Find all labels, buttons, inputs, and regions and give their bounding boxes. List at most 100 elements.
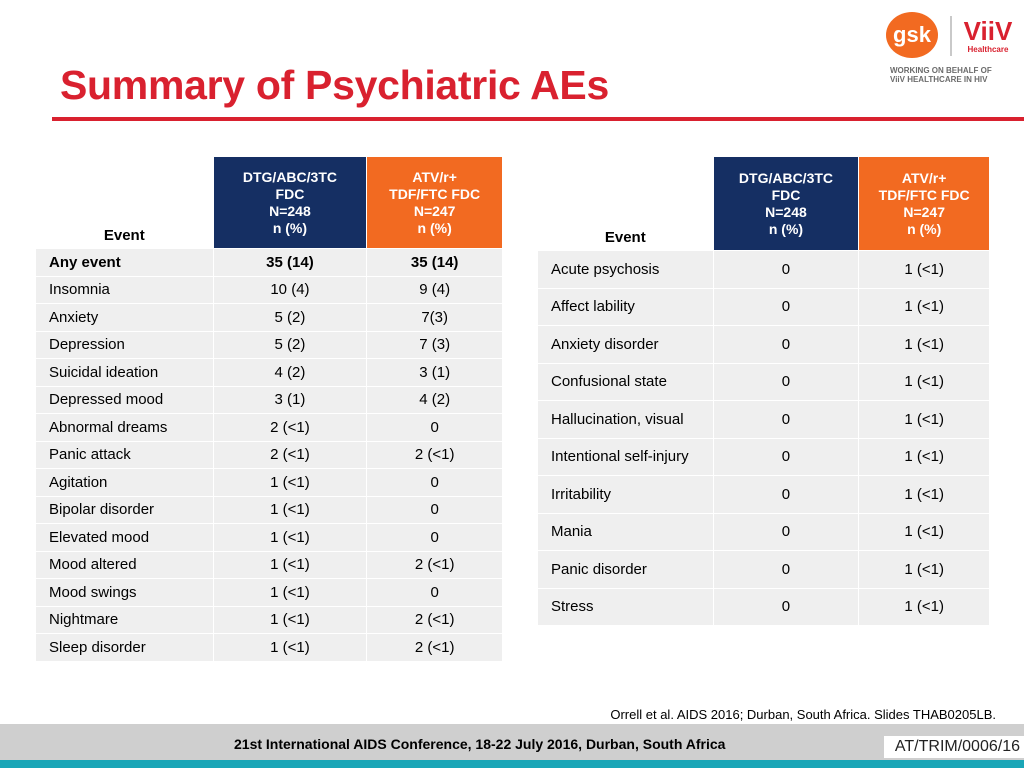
dtg-value-cell: 1 (<1) — [212, 523, 368, 552]
atv-value-cell: 1 (<1) — [858, 550, 990, 589]
atv-value-cell: 1 (<1) — [858, 400, 990, 439]
logo-note: WORKING ON BEHALF OF ViiV HEALTHCARE IN … — [890, 66, 1020, 84]
dtg-value-cell: 1 (<1) — [212, 468, 368, 497]
dtg-value-cell: 0 — [712, 550, 860, 589]
event-cell: Depressed mood — [35, 385, 214, 414]
dtg-value-cell: 2 (<1) — [212, 413, 368, 442]
atv-header-line: ATV/r+ — [412, 168, 457, 185]
atv-value-cell: 2 (<1) — [366, 633, 503, 662]
dtg-header-line: n (%) — [768, 220, 804, 237]
atv-header-line: ATV/r+ — [901, 169, 947, 186]
dtg-value-cell: 0 — [712, 587, 860, 626]
atv-header-line: TDF/FTC FDC — [878, 186, 970, 203]
citation: Orrell et al. AIDS 2016; Durban, South A… — [610, 707, 996, 722]
atv-column-header: ATV/r+ TDF/FTC FDC N=247 n (%) — [858, 156, 990, 251]
table-row: Anxiety disorder 0 1 (<1) — [537, 325, 990, 364]
event-cell: Intentional self-injury — [537, 437, 714, 476]
atv-value-cell: 35 (14) — [366, 248, 503, 277]
dtg-header-line: FDC — [771, 186, 801, 203]
table-row: Acute psychosis 0 1 (<1) — [537, 250, 990, 289]
atv-header-line: n (%) — [907, 220, 942, 237]
event-cell: Abnormal dreams — [35, 413, 214, 442]
event-cell: Bipolar disorder — [35, 495, 214, 524]
table-header-row: Event DTG/ABC/3TC FDC N=248 n (%) ATV/r+… — [35, 156, 503, 249]
table-row: Stress 0 1 (<1) — [537, 587, 990, 626]
table-row: Elevated mood 1 (<1) 0 — [35, 523, 503, 552]
table-row: Intentional self-injury 0 1 (<1) — [537, 437, 990, 476]
event-cell: Depression — [35, 330, 214, 359]
atv-value-cell: 1 (<1) — [858, 587, 990, 626]
dtg-value-cell: 0 — [712, 362, 860, 401]
table-row: Hallucination, visual 0 1 (<1) — [537, 400, 990, 439]
table-row: Sleep disorder 1 (<1) 2 (<1) — [35, 633, 503, 662]
table-row: Panic attack 2 (<1) 2 (<1) — [35, 440, 503, 469]
dtg-value-cell: 0 — [712, 250, 860, 289]
logo-note-line1: WORKING ON BEHALF OF — [890, 66, 992, 75]
atv-value-cell: 1 (<1) — [858, 475, 990, 514]
table-row: Affect lability 0 1 (<1) — [537, 287, 990, 326]
event-cell: Affect lability — [537, 287, 714, 326]
atv-value-cell: 0 — [366, 578, 503, 607]
dtg-value-cell: 1 (<1) — [212, 578, 368, 607]
event-cell: Mood altered — [35, 550, 214, 579]
event-cell: Anxiety — [35, 303, 214, 332]
logo-note-line2: ViiV HEALTHCARE IN HIV — [890, 75, 988, 84]
event-cell: Suicidal ideation — [35, 358, 214, 387]
table-row: Any event 35 (14) 35 (14) — [35, 248, 503, 277]
event-cell: Irritability — [537, 475, 714, 514]
atv-value-cell: 0 — [366, 495, 503, 524]
atv-value-cell: 2 (<1) — [366, 440, 503, 469]
table-row: Irritability 0 1 (<1) — [537, 475, 990, 514]
dtg-value-cell: 5 (2) — [212, 330, 368, 359]
atv-header-line: N=247 — [903, 203, 945, 220]
footer-accent-line — [0, 760, 1024, 768]
dtg-value-cell: 4 (2) — [212, 358, 368, 387]
slide-title: Summary of Psychiatric AEs — [60, 62, 609, 108]
table-row: Mood altered 1 (<1) 2 (<1) — [35, 550, 503, 579]
atv-value-cell: 1 (<1) — [858, 437, 990, 476]
event-cell: Mood swings — [35, 578, 214, 607]
atv-value-cell: 0 — [366, 523, 503, 552]
atv-value-cell: 9 (4) — [366, 275, 503, 304]
table-row: Anxiety 5 (2) 7(3) — [35, 303, 503, 332]
table-row: Depressed mood 3 (1) 4 (2) — [35, 385, 503, 414]
dtg-value-cell: 2 (<1) — [212, 440, 368, 469]
dtg-value-cell: 35 (14) — [212, 248, 368, 277]
atv-header-line: n (%) — [417, 219, 452, 236]
table-row: Insomnia 10 (4) 9 (4) — [35, 275, 503, 304]
dtg-value-cell: 0 — [712, 287, 860, 326]
event-cell: Mania — [537, 512, 714, 551]
table-row: Bipolar disorder 1 (<1) 0 — [35, 495, 503, 524]
event-cell: Confusional state — [537, 362, 714, 401]
logo-area: gsk ViiV Healthcare WORKING ON BEHALF OF… — [884, 8, 1020, 88]
event-cell: Anxiety disorder — [537, 325, 714, 364]
dtg-header-line: N=248 — [269, 202, 311, 219]
dtg-value-cell: 0 — [712, 512, 860, 551]
atv-value-cell: 1 (<1) — [858, 362, 990, 401]
dtg-value-cell: 0 — [712, 325, 860, 364]
dtg-header-line: DTG/ABC/3TC — [738, 169, 834, 186]
atv-header-line: TDF/FTC FDC — [389, 185, 481, 202]
event-cell: Insomnia — [35, 275, 214, 304]
dtg-value-cell: 10 (4) — [212, 275, 368, 304]
atv-value-cell: 1 (<1) — [858, 325, 990, 364]
atv-column-header: ATV/r+ TDF/FTC FDC N=247 n (%) — [366, 156, 503, 249]
dtg-header-line: FDC — [275, 185, 305, 202]
event-cell: Acute psychosis — [537, 250, 714, 289]
dtg-value-cell: 1 (<1) — [212, 495, 368, 524]
table-row: Confusional state 0 1 (<1) — [537, 362, 990, 401]
event-cell: Stress — [537, 587, 714, 626]
viiv-logo-subtext: Healthcare — [968, 45, 1009, 54]
atv-value-cell: 3 (1) — [366, 358, 503, 387]
atv-value-cell: 7(3) — [366, 303, 503, 332]
table-row: Nightmare 1 (<1) 2 (<1) — [35, 605, 503, 634]
dtg-value-cell: 1 (<1) — [212, 550, 368, 579]
event-cell: Elevated mood — [35, 523, 214, 552]
atv-header-line: N=247 — [413, 202, 456, 219]
dtg-value-cell: 1 (<1) — [212, 605, 368, 634]
table-row: Suicidal ideation 4 (2) 3 (1) — [35, 358, 503, 387]
event-cell: Panic attack — [35, 440, 214, 469]
right-ae-table: Event DTG/ABC/3TC FDC N=248 n (%) ATV/r+… — [537, 156, 990, 626]
dtg-header-line: DTG/ABC/3TC — [242, 168, 337, 185]
dtg-header-line: N=248 — [765, 203, 807, 220]
